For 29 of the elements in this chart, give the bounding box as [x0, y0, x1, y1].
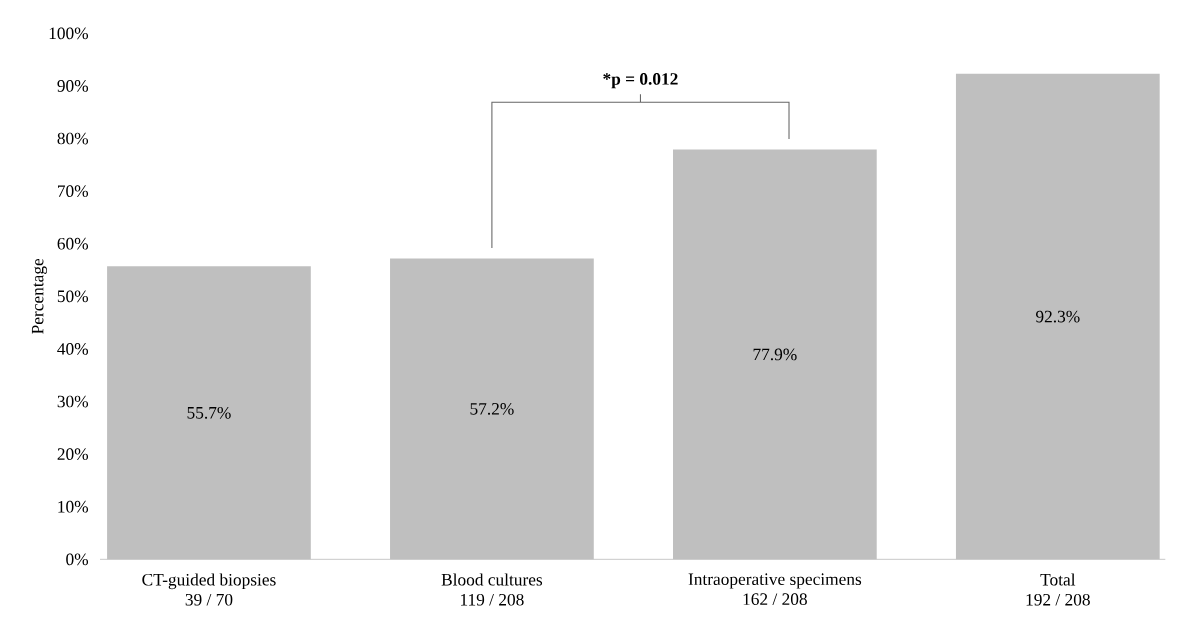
y-tick-label: 50% [57, 290, 89, 303]
bar [390, 258, 594, 560]
y-tick-label: 70% [58, 185, 89, 197]
bar [107, 266, 311, 560]
x-tick-label: Intraoperative specimens [688, 573, 862, 589]
data-label: 57.2% [470, 402, 514, 415]
y-tick-label: 80% [57, 132, 89, 145]
y-tick-label: 0% [66, 553, 89, 566]
x-tick-label: Total [1040, 573, 1076, 586]
x-tick-label: Blood cultures [441, 573, 543, 586]
y-axis-title: Percentage [31, 258, 48, 334]
bar [673, 149, 877, 560]
y-tick-label: 20% [57, 448, 89, 460]
text: 39 / 70 [185, 593, 233, 606]
data-label: 92.3% [1036, 310, 1080, 323]
y-tick-label: 90% [57, 79, 89, 92]
data-label: 77.9% [753, 348, 797, 361]
bar [955, 73, 1160, 560]
text: 192 / 208 [1026, 593, 1090, 606]
text: 119 / 208 [461, 593, 524, 606]
y-tick-label: 100% [49, 27, 89, 40]
annotation: *p = 0.012 [603, 72, 678, 89]
x-tick-label: CT-guided biopsies [142, 573, 276, 589]
y-tick-label: 30% [57, 395, 89, 408]
y-tick-label: 10% [58, 500, 89, 513]
y-tick-label: 40% [57, 342, 89, 355]
y-tick-label: 60% [57, 237, 89, 250]
data-label: 55.7% [187, 406, 231, 419]
text: 162 / 208 [743, 593, 807, 605]
